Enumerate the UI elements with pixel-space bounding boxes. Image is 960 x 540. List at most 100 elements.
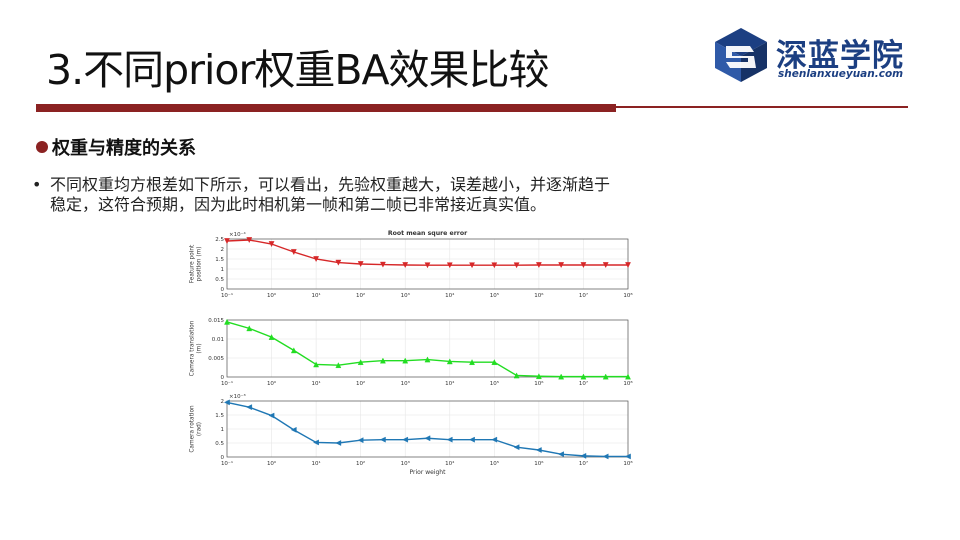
data-point-marker (580, 262, 587, 269)
y-multiplier-label: ×10⁻⁴ (229, 231, 247, 238)
y-multiplier-label: ×10⁻³ (229, 393, 246, 400)
data-point-marker (580, 373, 587, 380)
data-point-marker (290, 347, 297, 354)
slide-title: 3.不同prior权重BA效果比较 (46, 46, 550, 94)
x-tick-label: 10⁻¹ (221, 460, 233, 467)
y-tick-label: 1 (221, 427, 225, 433)
y-axis-label: position (m) (197, 247, 203, 282)
data-point-marker (246, 404, 253, 411)
data-point-marker (625, 262, 631, 269)
data-point-marker (357, 261, 364, 268)
data-point-marker (424, 435, 431, 442)
x-tick-label: 10¹ (312, 292, 321, 299)
data-point-marker (602, 453, 609, 460)
logo-chinese-name: 深蓝学院 (776, 38, 904, 74)
y-tick-label: 2 (221, 399, 225, 405)
y-tick-label: 0.5 (215, 277, 224, 283)
data-point-marker (335, 259, 342, 266)
data-point-marker (290, 249, 297, 256)
x-tick-label: 10⁵ (490, 460, 499, 467)
data-point-marker (491, 436, 498, 443)
bullet-line-1: 不同权重均方根差如下所示，可以看出，先验权重越大，误差越小，并逐渐趋于 (50, 175, 611, 194)
data-point-marker (535, 447, 542, 453)
plot-frame (226, 319, 629, 378)
logo-cube-icon (715, 28, 767, 82)
x-tick-label: 10⁷ (579, 380, 588, 387)
data-point-marker (246, 237, 253, 244)
x-tick-label: 10³ (401, 460, 410, 467)
data-point-marker (380, 261, 386, 268)
y-axis-label: Camera translation (190, 320, 196, 376)
rmse-chart: 0 0.5 1 1.5 2 2.5 10⁻¹ 10⁰ 10¹ 10² 10³ 10⁴ 10⁵ 10⁶ 10⁷… (190, 230, 634, 476)
data-point-marker (268, 241, 275, 248)
data-point-marker (446, 436, 453, 443)
y-tick-label: 0 (221, 287, 225, 293)
data-point-marker (624, 453, 631, 460)
data-point-marker (513, 444, 520, 451)
plot-area (227, 320, 628, 377)
x-tick-label: 10⁴ (445, 380, 455, 387)
x-tick-label: 10⁶ (534, 460, 544, 467)
x-tick-label: 10⁷ (579, 292, 588, 299)
y-axis-label: (m) (197, 343, 203, 353)
data-point-marker (313, 439, 319, 446)
y-tick-label: 0.01 (212, 337, 224, 343)
y-tick-label: 0.015 (208, 318, 224, 324)
chart-title: Root mean squre error (388, 230, 468, 237)
data-point-marker (602, 373, 609, 380)
data-point-marker (513, 262, 520, 269)
chart-panel-3: 0 0.5 1 1.5 2 10⁻¹ 10⁰ 10¹ 10² 10³ 10⁴ 10⁵ 10⁶ 10⁷ 10⁸… (190, 393, 634, 476)
y-tick-label: 0 (221, 455, 225, 461)
x-tick-label: 10⁵ (490, 380, 499, 387)
data-point-marker (246, 325, 253, 332)
section-heading: 权重与精度的关系 (36, 134, 196, 160)
brand-logo: 深蓝学院 shenlanxueyuan.com (712, 26, 912, 90)
bullet-icon: • (32, 175, 42, 194)
x-tick-label: 10⁻¹ (221, 380, 233, 387)
y-tick-label: 0 (221, 375, 225, 381)
chart-panel-1: 0 0.5 1 1.5 2 2.5 10⁻¹ 10⁰ 10¹ 10² 10³ 10⁴ 10⁵ 10⁶ 10⁷… (190, 230, 634, 299)
data-point-marker (335, 440, 342, 446)
x-tick-label: 10⁰ (267, 460, 277, 467)
x-tick-label: 10² (356, 380, 365, 387)
data-point-marker (379, 436, 386, 443)
data-point-marker (313, 361, 320, 368)
y-tick-label: 1.5 (215, 413, 224, 419)
x-tick-label: 10¹ (312, 380, 321, 387)
data-point-marker (402, 357, 409, 364)
x-tick-label: 10³ (401, 380, 410, 387)
data-point-marker (335, 362, 342, 369)
y-axis-label: Camera rotation (190, 405, 196, 453)
data-point-marker (224, 238, 230, 245)
data-point-marker (223, 399, 230, 406)
x-tick-label: 10⁸ (623, 292, 633, 299)
x-tick-label: 10⁶ (534, 380, 544, 387)
data-point-marker (424, 356, 431, 363)
data-point-marker (491, 262, 498, 269)
x-tick-label: 10⁰ (267, 380, 277, 387)
data-point-marker (313, 256, 320, 263)
x-axis-label: Prior weight (410, 469, 447, 476)
y-tick-label: 1 (221, 267, 225, 273)
x-tick-label: 10⁵ (490, 292, 499, 299)
chart-panel-2: 0 0.005 0.01 0.015 10⁻¹ 10⁰ 10¹ 10² 10³ 10⁴ 10⁵ 10⁶… (190, 318, 634, 387)
x-tick-label: 10⁴ (445, 460, 455, 467)
data-point-marker (357, 359, 364, 365)
x-tick-label: 10⁰ (267, 292, 277, 299)
data-point-marker (268, 334, 275, 340)
title-underline-thin (616, 106, 908, 108)
x-tick-label: 10² (356, 460, 365, 467)
x-tick-label: 10³ (401, 292, 410, 299)
data-point-marker (469, 262, 475, 269)
bullet-line-2: 稳定，这符合预期，因为此时相机第一帧和第二帧已非常接近真实值。 (50, 195, 547, 214)
y-tick-label: 0.5 (215, 441, 224, 447)
data-point-marker (402, 436, 409, 443)
heading-bullet-icon (36, 141, 48, 153)
x-tick-label: 10² (356, 292, 365, 299)
data-point-marker (402, 262, 409, 269)
data-point-marker (424, 262, 431, 269)
logo-domain: shenlanxueyuan.com (778, 68, 904, 80)
data-point-marker (580, 452, 587, 459)
data-point-marker (558, 262, 565, 269)
y-tick-label: 2.5 (215, 237, 224, 243)
